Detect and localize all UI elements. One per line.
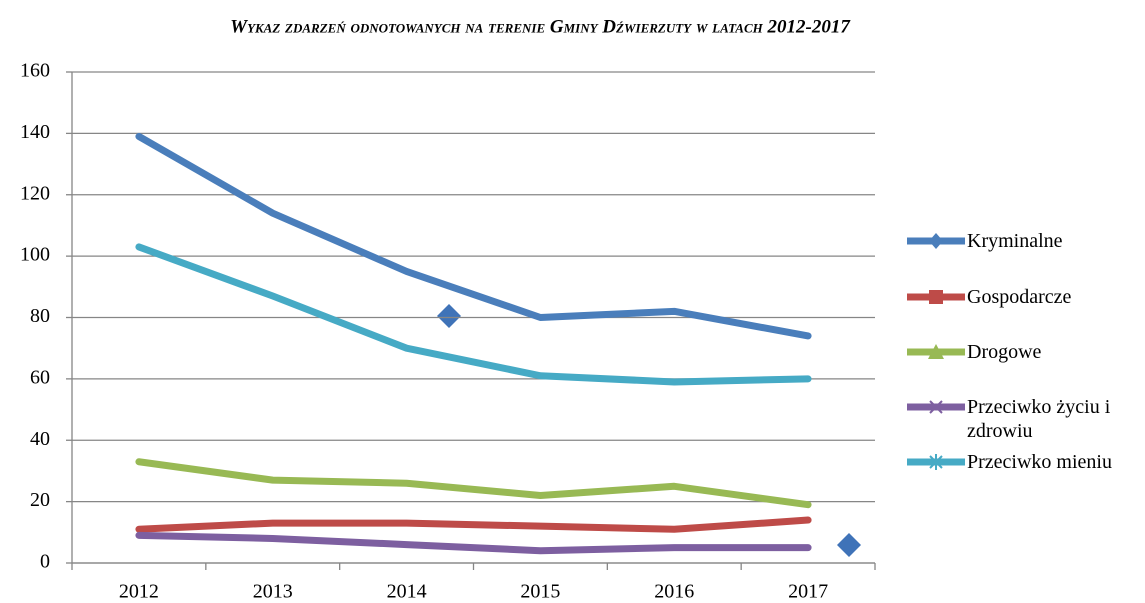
series-line [135,516,812,533]
legend-item: Przeciwko życiu i zdrowiu [905,395,1145,443]
legend-marker [929,233,943,249]
x-tick-label: 2015 [520,581,560,603]
legend-item: Drogowe [905,340,1145,364]
series-line [135,132,812,340]
legend-label: Drogowe [967,341,1042,363]
legend-label: Kryminalne [967,230,1063,252]
y-tick-label: 40 [30,428,50,450]
x-tick-label: 2017 [788,581,828,603]
y-tick-label: 20 [30,489,50,511]
legend-swatch [907,290,965,304]
legend-label: Przeciwko mieniu [967,451,1112,473]
legend-marker [929,454,943,470]
legend-swatch [907,344,965,359]
legend-item: Gospodarcze [905,285,1145,309]
legend-marker [928,344,944,359]
y-tick-label: 160 [20,60,50,82]
legend-label: Przeciwko życiu i zdrowiu [967,396,1111,442]
chart-title: Wykaz zdarzeń odnotowanych na terenie Gm… [230,16,851,37]
legend-swatch [907,454,965,470]
y-tick-label: 100 [20,244,50,266]
y-tick-label: 0 [40,551,50,573]
legend-item: Przeciwko mieniu [905,450,1145,474]
legend-swatch [907,233,965,249]
stray-marker [837,533,861,557]
legend-marker [929,400,943,414]
x-tick-label: 2013 [253,581,293,603]
x-tick-label: 2016 [654,581,694,603]
y-tick-label: 60 [30,366,50,388]
legend-item: Kryminalne [905,229,1145,253]
legend-swatch [907,400,965,414]
series-line [135,458,812,509]
series-line [135,243,812,386]
x-tick-label: 2012 [119,581,159,603]
x-tick-label: 2014 [387,581,427,603]
y-tick-label: 120 [20,182,50,204]
stray-marker [437,304,461,328]
y-tick-label: 80 [30,305,50,327]
legend-marker [929,290,943,304]
legend-label: Gospodarcze [967,286,1072,308]
series-line [135,531,812,555]
y-tick-label: 140 [20,121,50,143]
